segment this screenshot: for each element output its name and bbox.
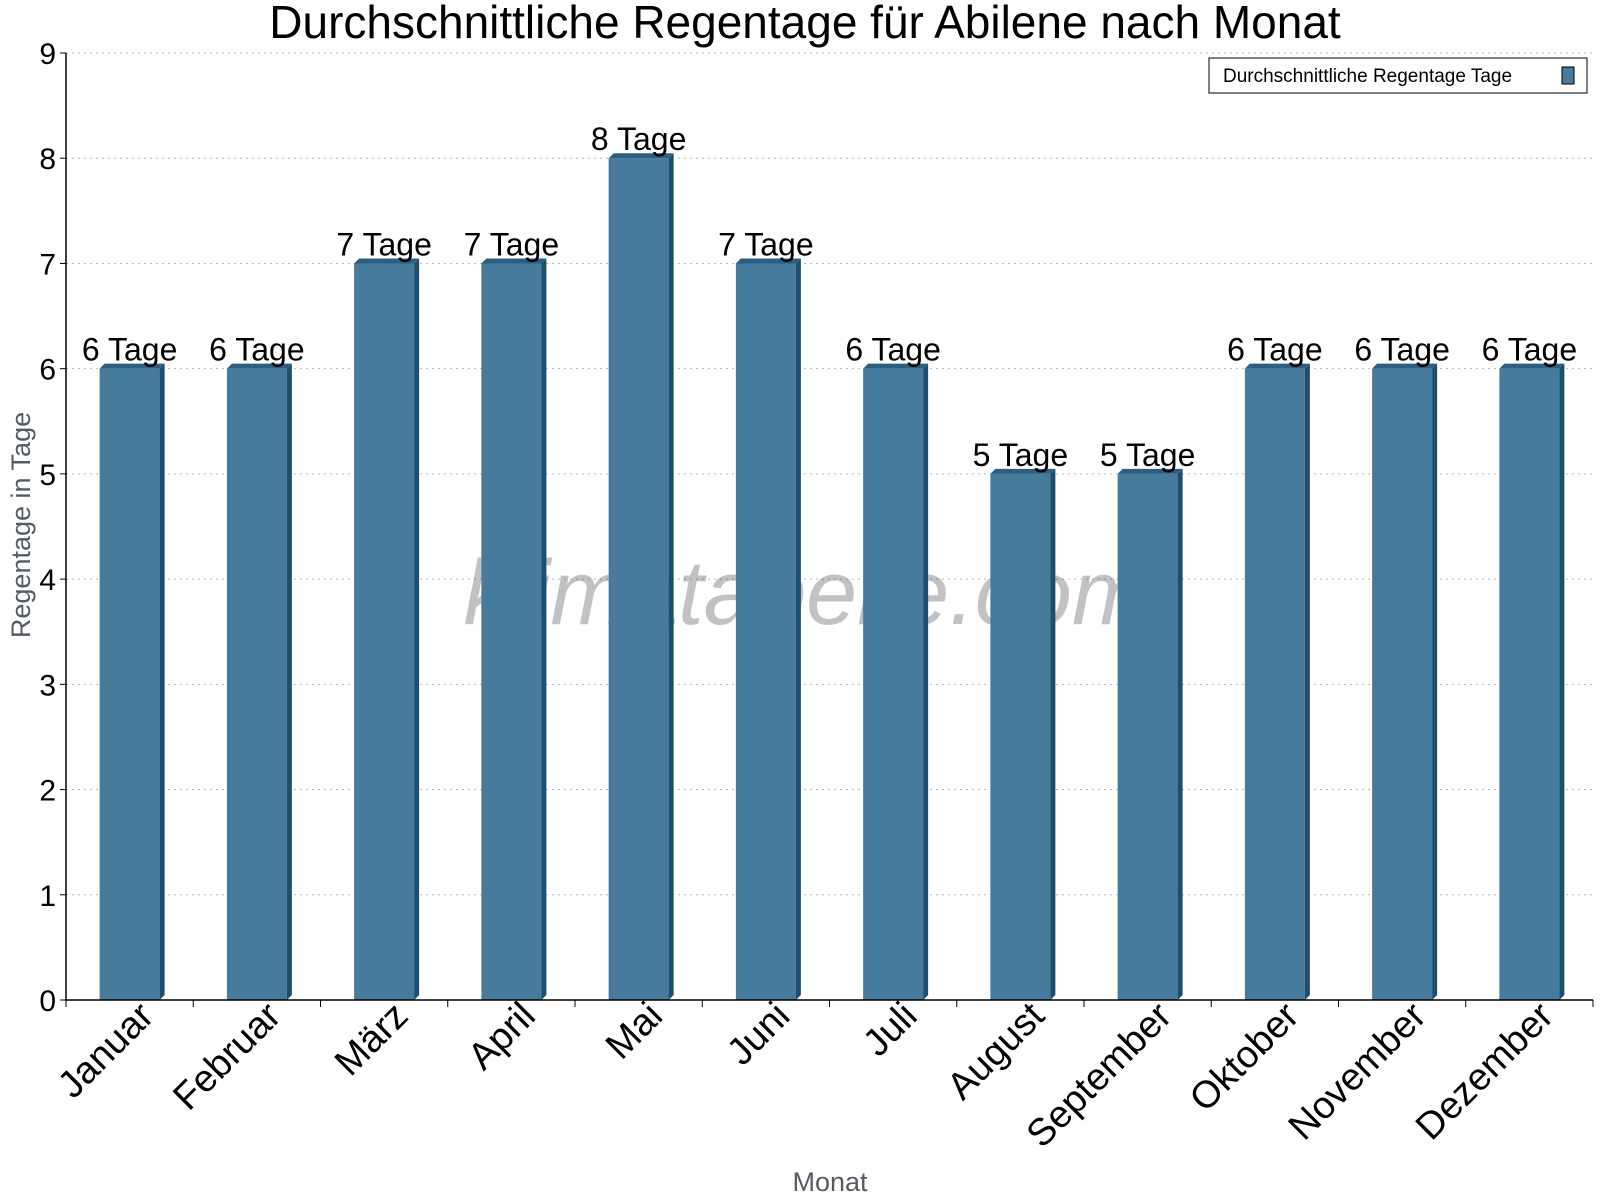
y-tick-label: 3 bbox=[39, 669, 56, 702]
bar-front bbox=[481, 263, 542, 1000]
x-axis-label: Monat bbox=[792, 1167, 868, 1197]
bar-august bbox=[990, 468, 1056, 1000]
data-label: 8 Tage bbox=[591, 121, 687, 157]
bar-front bbox=[1372, 368, 1433, 1001]
legend-swatch bbox=[1561, 66, 1575, 85]
bar-top bbox=[354, 258, 420, 264]
bar-front bbox=[1117, 473, 1178, 1000]
data-labels: 6 Tage 6 Tage 7 Tage 7 Tage 8 Tage 7 Tage 6 Ta… bbox=[82, 121, 1577, 473]
x-tick-label: Juni bbox=[719, 995, 798, 1074]
legend: Durchschnittliche Regentage Tage bbox=[1208, 57, 1588, 94]
x-tick-label: Oktober bbox=[1182, 994, 1308, 1120]
y-tick-label: 4 bbox=[39, 564, 56, 597]
x-tick-label: November bbox=[1281, 994, 1435, 1148]
bar-top bbox=[735, 258, 801, 264]
x-tick-label: April bbox=[460, 995, 543, 1078]
bar-märz bbox=[354, 258, 420, 1000]
bar-side bbox=[414, 258, 420, 1000]
axes bbox=[65, 53, 1593, 1001]
bar-top bbox=[990, 468, 1056, 474]
legend-box bbox=[1208, 57, 1588, 94]
bar-side bbox=[1050, 468, 1056, 1000]
x-tick-label: August bbox=[939, 994, 1053, 1108]
chart-title: Durchschnittliche Regentage für Abilene … bbox=[269, 0, 1341, 48]
gridlines bbox=[66, 52, 1593, 896]
y-tick-label: 7 bbox=[39, 248, 56, 281]
data-label: 5 Tage bbox=[973, 437, 1069, 473]
bar-side bbox=[541, 258, 547, 1000]
bar-top bbox=[1244, 363, 1310, 369]
data-label: 6 Tage bbox=[82, 332, 178, 368]
y-tick-label: 1 bbox=[39, 880, 56, 913]
x-tick-label: Dezember bbox=[1408, 994, 1562, 1148]
y-tick-label: 6 bbox=[39, 354, 56, 387]
bar-series bbox=[99, 153, 1565, 1001]
bar-front bbox=[990, 473, 1051, 1000]
bar-front bbox=[354, 263, 415, 1000]
bar-top bbox=[99, 363, 165, 369]
bar-top bbox=[608, 153, 674, 159]
bar-top bbox=[226, 363, 292, 369]
bar-top bbox=[481, 258, 547, 264]
legend-label: Durchschnittliche Regentage Tage bbox=[1223, 66, 1512, 87]
bar-front bbox=[226, 368, 287, 1001]
bar-mai bbox=[608, 153, 674, 1000]
bar-front bbox=[1244, 368, 1305, 1001]
bar-oktober bbox=[1244, 363, 1310, 1001]
bar-front bbox=[735, 263, 796, 1000]
data-label: 6 Tage bbox=[209, 332, 305, 368]
y-tick-label: 0 bbox=[39, 985, 56, 1018]
bar-top bbox=[1117, 468, 1183, 474]
x-tick-label: März bbox=[327, 995, 416, 1084]
bar-side bbox=[795, 258, 801, 1000]
y-tick-label: 8 bbox=[39, 143, 56, 176]
bar-juni bbox=[735, 258, 801, 1000]
bar-januar bbox=[99, 363, 165, 1001]
bar-februar bbox=[226, 363, 292, 1001]
bar-top bbox=[1372, 363, 1438, 369]
bar-side bbox=[286, 363, 292, 1001]
x-tick-label: Januar bbox=[50, 994, 162, 1106]
data-label: 7 Tage bbox=[718, 226, 814, 262]
data-label: 6 Tage bbox=[845, 332, 941, 368]
data-label: 6 Tage bbox=[1354, 332, 1450, 368]
bar-front bbox=[608, 158, 669, 1000]
y-axis-ticks: 0 1 2 3 4 5 6 7 8 9 bbox=[39, 38, 66, 1018]
data-label: 7 Tage bbox=[336, 226, 432, 262]
bar-side bbox=[1304, 363, 1310, 1001]
bar-side bbox=[668, 153, 674, 1000]
y-axis-label: Regentage in Tage bbox=[6, 412, 36, 638]
y-tick-label: 2 bbox=[39, 775, 56, 808]
bar-september bbox=[1117, 468, 1183, 1000]
bar-top bbox=[863, 363, 929, 369]
bar-top bbox=[1499, 363, 1565, 369]
x-tick-label: Februar bbox=[165, 994, 289, 1118]
y-tick-label: 5 bbox=[39, 459, 56, 492]
bar-juli bbox=[863, 363, 929, 1001]
y-tick-label: 9 bbox=[39, 38, 56, 71]
bar-dezember bbox=[1499, 363, 1565, 1001]
data-label: 6 Tage bbox=[1482, 332, 1578, 368]
bar-november bbox=[1372, 363, 1438, 1001]
data-label: 6 Tage bbox=[1227, 332, 1323, 368]
bar-front bbox=[99, 368, 160, 1001]
data-label: 7 Tage bbox=[464, 226, 560, 262]
bar-front bbox=[1499, 368, 1560, 1001]
bar-april bbox=[481, 258, 547, 1000]
bar-side bbox=[1177, 468, 1183, 1000]
data-label: 5 Tage bbox=[1100, 437, 1196, 473]
x-axis-ticks: Januar Februar März April Mai Juni Juli AugustS… bbox=[50, 994, 1594, 1156]
bar-front bbox=[863, 368, 924, 1001]
bar-side bbox=[1432, 363, 1438, 1001]
x-tick-label: Mai bbox=[598, 995, 671, 1068]
x-tick-label: Juli bbox=[855, 995, 925, 1065]
bar-side bbox=[1559, 363, 1565, 1001]
bar-side bbox=[923, 363, 929, 1001]
bar-side bbox=[159, 363, 165, 1001]
